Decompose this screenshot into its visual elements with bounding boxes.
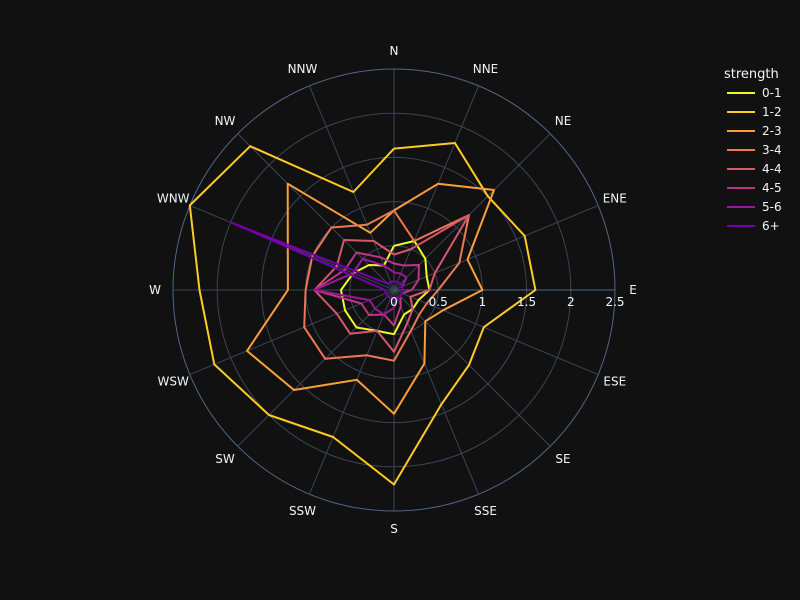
grid-spoke	[393, 289, 480, 495]
grid-spoke	[189, 204, 395, 291]
legend-title: strength	[724, 67, 779, 82]
series-line-3-4	[303, 209, 470, 362]
radial-tick-label: 0	[390, 295, 398, 309]
grid-spoke	[237, 289, 395, 447]
grid-spoke	[393, 289, 599, 376]
direction-label: W	[149, 283, 161, 297]
series-lines	[188, 142, 537, 486]
grid-spoke	[308, 289, 395, 495]
radial-tick-label: 0.5	[429, 295, 448, 309]
radial-tick-label: 1.5	[517, 295, 536, 309]
legend[interactable]: strength 0-1 1-2 2-3 3-4 4-4 4-5 5-6 6+	[724, 67, 782, 233]
grid-spoke	[308, 85, 395, 291]
grid-spoke	[237, 133, 395, 291]
series-line-2-3	[246, 182, 495, 415]
legend-item-label[interactable]: 0-1	[762, 86, 782, 100]
axis-labels: N NNE NE ENE E ESE SE SSE S SSW SW WSW W WNW NW NNW 0 0.5…	[149, 44, 637, 536]
series-line-5-6	[313, 257, 408, 316]
direction-label: ESE	[603, 375, 626, 389]
direction-label: SSE	[474, 504, 497, 518]
direction-label: NNW	[288, 62, 318, 76]
radial-tick-label: 2.5	[605, 295, 624, 309]
grid-spoke	[393, 133, 551, 291]
direction-label: WSW	[158, 375, 189, 389]
direction-label: SSW	[289, 504, 316, 518]
grid-spoke	[393, 85, 480, 291]
radial-tick-label: 1	[479, 295, 487, 309]
polar-grid	[172, 68, 616, 512]
series-line-4-5	[313, 251, 420, 327]
series-line-4-4	[313, 214, 470, 353]
series-line-1-2	[188, 142, 537, 486]
legend-item-label[interactable]: 4-5	[762, 181, 782, 195]
direction-label: S	[390, 522, 398, 536]
grid-spoke	[393, 204, 599, 291]
direction-label: NNE	[473, 62, 499, 76]
direction-label: SE	[555, 452, 570, 466]
direction-label: SW	[215, 452, 235, 466]
direction-label: ENE	[603, 192, 627, 206]
direction-label: NW	[215, 114, 236, 128]
radial-tick-label: 2	[567, 295, 575, 309]
direction-label: WNW	[157, 192, 190, 206]
series-line-6+	[229, 221, 404, 300]
legend-item-label[interactable]: 6+	[762, 219, 780, 233]
legend-item-label[interactable]: 4-4	[762, 162, 782, 176]
legend-item-label[interactable]: 5-6	[762, 200, 782, 214]
grid-spoke	[393, 289, 551, 447]
legend-item-label[interactable]: 3-4	[762, 143, 782, 157]
direction-label: E	[629, 283, 637, 297]
legend-item-label[interactable]: 1-2	[762, 105, 782, 119]
direction-label: N	[390, 44, 399, 58]
direction-label: NE	[555, 114, 572, 128]
series-line-0-1	[340, 240, 431, 336]
legend-item-label[interactable]: 2-3	[762, 124, 782, 138]
